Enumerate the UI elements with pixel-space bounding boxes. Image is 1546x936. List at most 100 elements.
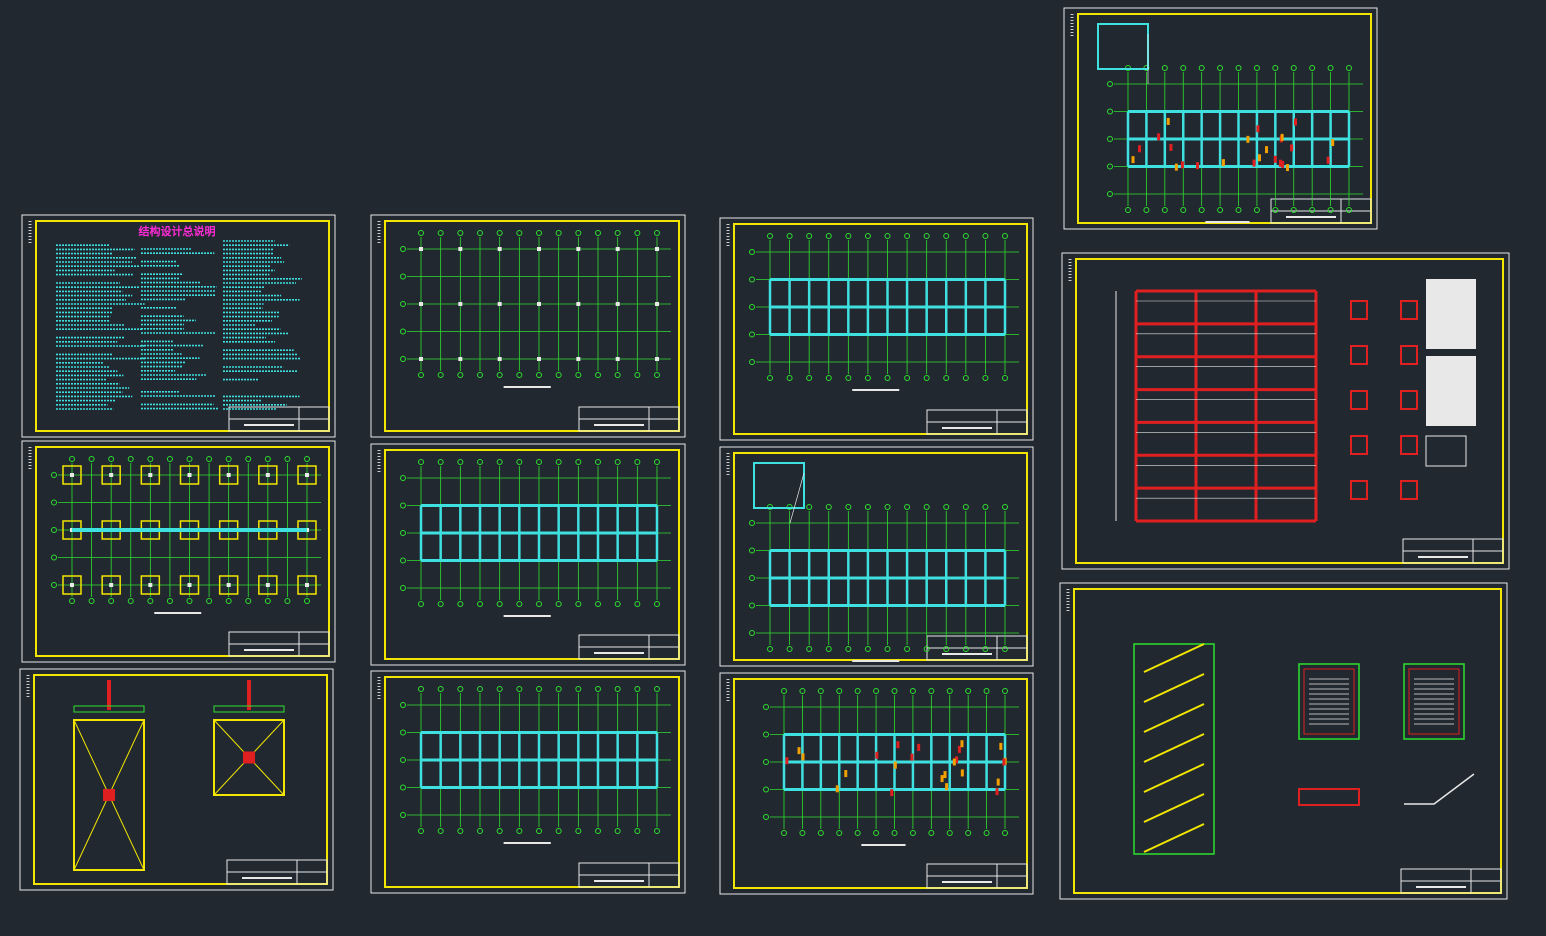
axis-bubble (749, 520, 755, 526)
axis-bubble (51, 527, 57, 533)
rebar-mark (1246, 135, 1250, 143)
axis-bubble (1180, 65, 1187, 71)
axis-bubble (634, 686, 641, 692)
rebar-mark (952, 758, 956, 766)
rebar-mark (960, 740, 964, 748)
axis-bubble (1290, 207, 1297, 213)
axis-bubble (437, 459, 444, 465)
rebar-mark (1166, 117, 1170, 125)
axis-bubble (1002, 688, 1008, 694)
axis-bubble (555, 828, 562, 834)
axis-bubble (304, 598, 310, 604)
axis-bubble (836, 830, 843, 836)
axis-bubble (654, 230, 660, 236)
rebar-mark (1257, 154, 1261, 162)
axis-bubble (536, 459, 542, 465)
axis-bubble (654, 686, 660, 692)
rebar-mark (1174, 163, 1178, 171)
rebar-mark (960, 769, 964, 777)
rebar-mark (910, 753, 914, 761)
axis-bubble (965, 688, 972, 694)
axis-bubble (127, 598, 134, 604)
rebar-mark (945, 783, 949, 791)
axis-bubble (477, 230, 483, 236)
axis-bubble (634, 828, 641, 834)
schedule-table (1426, 356, 1476, 426)
axis-bubble (400, 557, 406, 564)
axis-bubble (418, 828, 424, 834)
axis-bubble (555, 230, 562, 236)
axis-bubble (595, 828, 601, 834)
drawing-sheet (719, 217, 1034, 441)
drawing-sheet (19, 668, 334, 891)
axis-bubble (749, 602, 755, 609)
axis-bubble (909, 688, 916, 694)
stair-flight (1143, 673, 1205, 703)
column (655, 247, 659, 251)
axis-bubble (749, 331, 755, 338)
axis-bubble (477, 828, 483, 834)
axis-bubble (595, 686, 601, 692)
column (497, 302, 502, 306)
rebar-mark (1281, 160, 1285, 168)
drawing-sheet (21, 214, 336, 438)
axis-bubble (614, 372, 621, 378)
axis-bubble (400, 246, 406, 252)
rebar-mark (1157, 133, 1161, 141)
drawing-sheet (370, 214, 686, 438)
axis-bubble (496, 459, 503, 465)
footing (258, 465, 278, 485)
axis-bubble (516, 828, 523, 834)
axis-bubble (763, 759, 769, 765)
rebar-mark (1169, 143, 1173, 151)
axis-bubble (418, 230, 424, 236)
axis-bubble (575, 372, 582, 378)
rebar-mark (893, 761, 897, 769)
column (458, 357, 463, 361)
stair-flight (1143, 823, 1205, 853)
axis-bubble (457, 230, 464, 236)
rebar-mark (1180, 161, 1184, 169)
axis-bubble (904, 233, 911, 239)
rebar-mark (996, 778, 1000, 786)
axis-bubble (555, 459, 562, 465)
sheets (19, 7, 1510, 900)
section (1400, 390, 1418, 410)
beam-detail (1298, 788, 1360, 806)
axis-bubble (400, 757, 406, 763)
axis-bubble (634, 601, 641, 607)
sheet-border (1061, 252, 1510, 570)
axis-bubble (928, 688, 935, 694)
axis-bubble (1217, 65, 1224, 71)
sheet-border (719, 217, 1034, 441)
axis-bubble (1327, 65, 1334, 71)
axis-bubble (923, 504, 930, 510)
column (655, 357, 659, 361)
axis-bubble (845, 233, 852, 239)
drawing-frame (1073, 588, 1502, 894)
column (265, 473, 270, 477)
column (497, 357, 502, 361)
axis-bubble (634, 372, 641, 378)
footing (297, 575, 317, 595)
drawing-sheet (370, 443, 686, 666)
axis-bubble (786, 646, 793, 652)
axis-bubble (457, 459, 464, 465)
axis-bubble (51, 499, 57, 506)
axis-bubble (962, 375, 969, 381)
drawing-sheet (1059, 582, 1508, 900)
axis-bubble (1327, 207, 1334, 213)
drawing-sheet (1063, 7, 1378, 230)
axis-bubble (400, 356, 406, 362)
column (655, 302, 659, 306)
axis-bubble (516, 459, 523, 465)
column-stub (103, 789, 115, 801)
axis-bubble (825, 646, 832, 652)
axis-bubble (1309, 65, 1316, 71)
axis-bubble (864, 375, 871, 381)
axis-bubble (400, 702, 406, 708)
axis-bubble (845, 375, 852, 381)
axis-bubble (496, 601, 503, 607)
axis-bubble (943, 646, 950, 652)
axis-bubble (923, 233, 930, 239)
